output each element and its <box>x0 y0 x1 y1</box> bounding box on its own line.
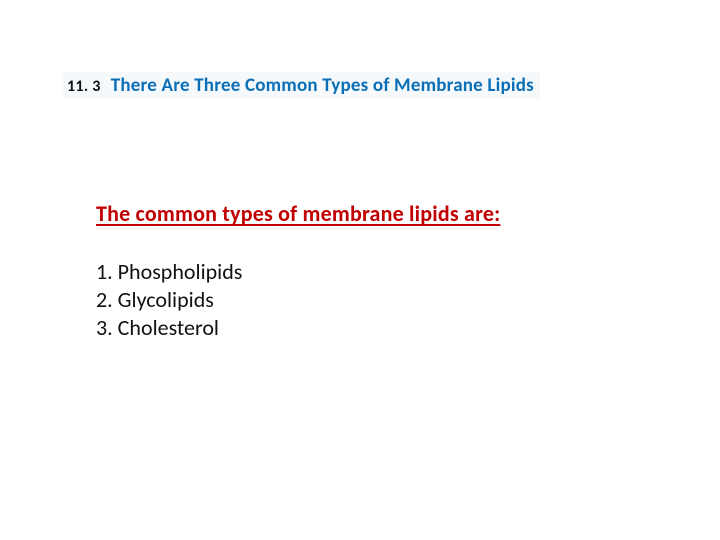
section-header: 11. 3 There Are Three Common Types of Me… <box>63 72 540 99</box>
list-item: 1. Phospholipids <box>96 258 242 286</box>
subtitle: The common types of membrane lipids are: <box>96 200 500 227</box>
list-item: 3. Cholesterol <box>96 314 242 342</box>
section-number: 11. 3 <box>67 77 101 96</box>
section-title: There Are Three Common Types of Membrane… <box>111 74 534 97</box>
list-item: 2. Glycolipids <box>96 286 242 314</box>
lipid-list: 1. Phospholipids 2. Glycolipids 3. Chole… <box>96 258 242 342</box>
